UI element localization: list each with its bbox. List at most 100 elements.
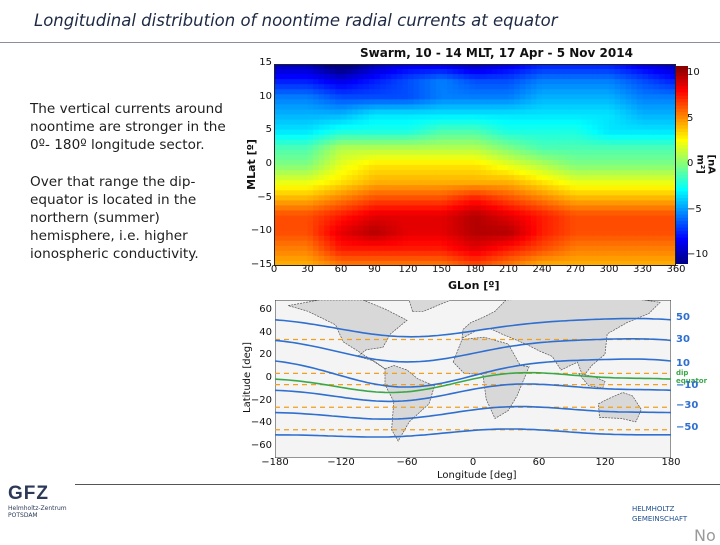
heatmap-cell <box>525 245 532 252</box>
heatmap-cell <box>352 180 359 186</box>
heatmap-cell <box>586 129 593 136</box>
heatmap-cell <box>620 200 627 206</box>
heatmap-cell <box>296 245 303 252</box>
heatmap-cell <box>290 215 297 222</box>
heatmap-cell <box>307 240 314 247</box>
heatmap-cell <box>636 99 644 105</box>
heatmap-cell <box>620 220 627 227</box>
heatmap-cell <box>419 144 426 151</box>
heatmap-cell <box>413 104 420 111</box>
heatmap-cell <box>502 64 510 70</box>
heatmap-cell <box>625 195 632 201</box>
heatmap-cell <box>318 134 325 141</box>
heatmap-cell <box>558 255 565 262</box>
heatmap-cell <box>597 170 605 176</box>
heatmap-cell <box>307 190 314 196</box>
heatmap-cell <box>542 114 549 121</box>
heatmap-cell <box>324 180 331 186</box>
heatmap-cell <box>659 149 666 156</box>
heatmap-cell <box>558 200 565 206</box>
heatmap-cell <box>648 240 655 247</box>
heatmap-cell <box>609 200 616 206</box>
heatmap-cell <box>402 154 409 161</box>
heatmap-cell <box>475 190 482 196</box>
heatmap-cell <box>368 245 376 252</box>
heatmap-cell <box>553 180 560 186</box>
heatmap-cell <box>374 255 381 262</box>
heatmap-cell <box>396 99 404 105</box>
heatmap-cell <box>547 205 554 212</box>
heatmap-cell <box>402 94 409 100</box>
heatmap-cell <box>486 245 493 252</box>
heatmap-cell <box>396 79 404 85</box>
heatmap-cell <box>307 230 314 237</box>
heatmap-cell <box>380 154 387 161</box>
heatmap-cell <box>569 225 577 232</box>
heatmap-cell <box>413 129 420 136</box>
heatmap-cell <box>296 114 303 121</box>
heatmap-cell <box>603 250 610 257</box>
heatmap-cell <box>329 64 337 70</box>
heatmap-cell <box>603 94 610 100</box>
heatmap-cell <box>324 260 331 266</box>
heatmap-cell <box>569 165 577 171</box>
heatmap-cell <box>475 260 482 266</box>
heatmap-cell <box>441 240 448 247</box>
colorbar-segment <box>676 201 688 206</box>
colorbar-segment <box>676 161 688 166</box>
heatmap-cell <box>609 190 616 196</box>
heatmap-cell <box>413 139 420 146</box>
heatmap-cell <box>530 144 538 151</box>
heatmap-cell <box>274 235 281 242</box>
heatmap-cell <box>648 180 655 186</box>
heatmap-cell <box>391 250 398 257</box>
heatmap-cell <box>603 104 610 111</box>
heatmap-cell <box>631 240 638 247</box>
heatmap-cell <box>452 154 459 161</box>
heatmap-cell <box>402 74 409 80</box>
heatmap-cell <box>368 190 376 196</box>
heatmap-cell <box>547 165 554 171</box>
heatmap-cell <box>497 134 504 141</box>
heatmap-cell <box>391 190 398 196</box>
heatmap-cell <box>408 210 415 217</box>
heatmap-cell <box>352 235 359 242</box>
heatmap-cell <box>525 180 532 186</box>
heatmap-cell <box>486 149 493 156</box>
heatmap-cell <box>497 104 504 111</box>
heatmap-cell <box>558 79 565 85</box>
heatmap-cell <box>346 220 353 227</box>
heatmap-cell <box>346 109 353 116</box>
heatmap-cell <box>341 215 348 222</box>
heatmap-cell <box>363 220 370 227</box>
heatmap-cell <box>430 84 437 90</box>
heatmap-cell <box>335 144 342 151</box>
heatmap-cell <box>374 94 381 100</box>
heatmap-cell <box>357 170 364 176</box>
heatmap-cell <box>374 64 381 70</box>
heatmap-cell <box>491 200 498 206</box>
heatmap-cell <box>603 225 610 232</box>
heatmap-cell <box>374 190 381 196</box>
heatmap-cell <box>335 134 342 141</box>
heatmap-x-tick: 360 <box>666 264 686 275</box>
heatmap-cell <box>424 185 431 191</box>
heatmap-cell <box>419 185 426 191</box>
heatmap-cell <box>307 235 314 242</box>
heatmap-cell <box>480 159 487 166</box>
heatmap-cell <box>346 69 353 75</box>
heatmap-cell <box>380 205 387 212</box>
heatmap-cell <box>525 220 532 227</box>
heatmap-x-tick: 240 <box>532 264 552 275</box>
heatmap-cell <box>357 99 364 105</box>
heatmap-cell <box>514 245 521 252</box>
heatmap-cell <box>441 205 448 212</box>
heatmap-cell <box>648 260 655 266</box>
heatmap-cell <box>318 159 325 166</box>
heatmap-cell <box>536 134 543 141</box>
heatmap-cell <box>290 79 297 85</box>
heatmap-cell <box>480 79 487 85</box>
heatmap-cell <box>313 159 320 166</box>
heatmap-cell <box>497 235 504 242</box>
heatmap-cell <box>402 109 409 116</box>
